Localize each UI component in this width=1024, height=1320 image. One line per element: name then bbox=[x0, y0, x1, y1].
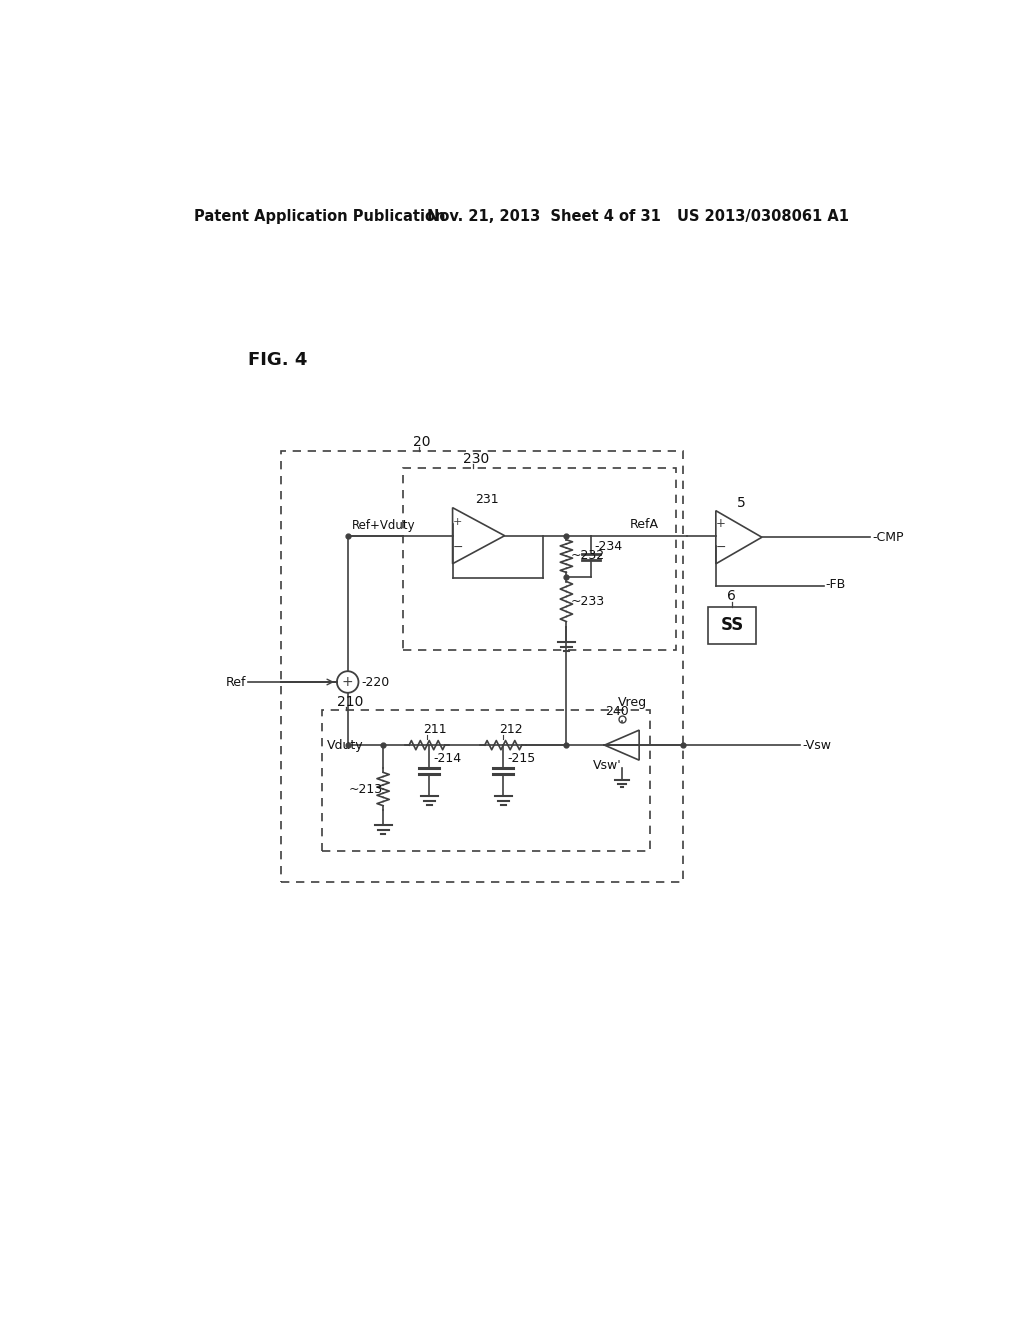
Text: Ref+Vduty: Ref+Vduty bbox=[351, 519, 415, 532]
Text: Patent Application Publication: Patent Application Publication bbox=[194, 209, 445, 223]
Text: 5: 5 bbox=[737, 495, 746, 510]
Text: 231: 231 bbox=[475, 494, 499, 506]
Text: -215: -215 bbox=[507, 752, 536, 766]
Text: -214: -214 bbox=[433, 752, 461, 766]
Text: 211: 211 bbox=[423, 723, 446, 737]
Text: 212: 212 bbox=[500, 723, 523, 737]
Text: Vsw': Vsw' bbox=[593, 759, 622, 772]
Text: −: − bbox=[716, 541, 726, 554]
Text: 20: 20 bbox=[413, 434, 431, 449]
Text: ~232: ~232 bbox=[570, 549, 604, 562]
Text: FIG. 4: FIG. 4 bbox=[248, 351, 307, 370]
Text: ~233: ~233 bbox=[570, 594, 604, 607]
Text: 230: 230 bbox=[463, 451, 489, 466]
Text: Vreg: Vreg bbox=[617, 696, 647, 709]
Text: -CMP: -CMP bbox=[872, 531, 903, 544]
Text: Ref: Ref bbox=[225, 676, 246, 689]
Text: US 2013/0308061 A1: US 2013/0308061 A1 bbox=[677, 209, 849, 223]
Text: −: − bbox=[453, 541, 463, 554]
Text: -234: -234 bbox=[595, 540, 623, 553]
Text: +: + bbox=[716, 517, 726, 531]
Text: 240: 240 bbox=[605, 705, 629, 718]
Text: RefA: RefA bbox=[630, 519, 658, 532]
Text: -FB: -FB bbox=[826, 578, 846, 591]
Text: -220: -220 bbox=[361, 676, 390, 689]
Text: Nov. 21, 2013  Sheet 4 of 31: Nov. 21, 2013 Sheet 4 of 31 bbox=[427, 209, 660, 223]
Text: 6: 6 bbox=[727, 589, 736, 603]
Text: +: + bbox=[453, 516, 463, 527]
Text: +: + bbox=[342, 675, 353, 689]
Text: SS: SS bbox=[720, 616, 743, 634]
Text: Vduty: Vduty bbox=[327, 739, 364, 751]
Text: 210: 210 bbox=[337, 696, 364, 709]
Text: -Vsw: -Vsw bbox=[803, 739, 831, 751]
Text: ~213: ~213 bbox=[348, 783, 383, 796]
